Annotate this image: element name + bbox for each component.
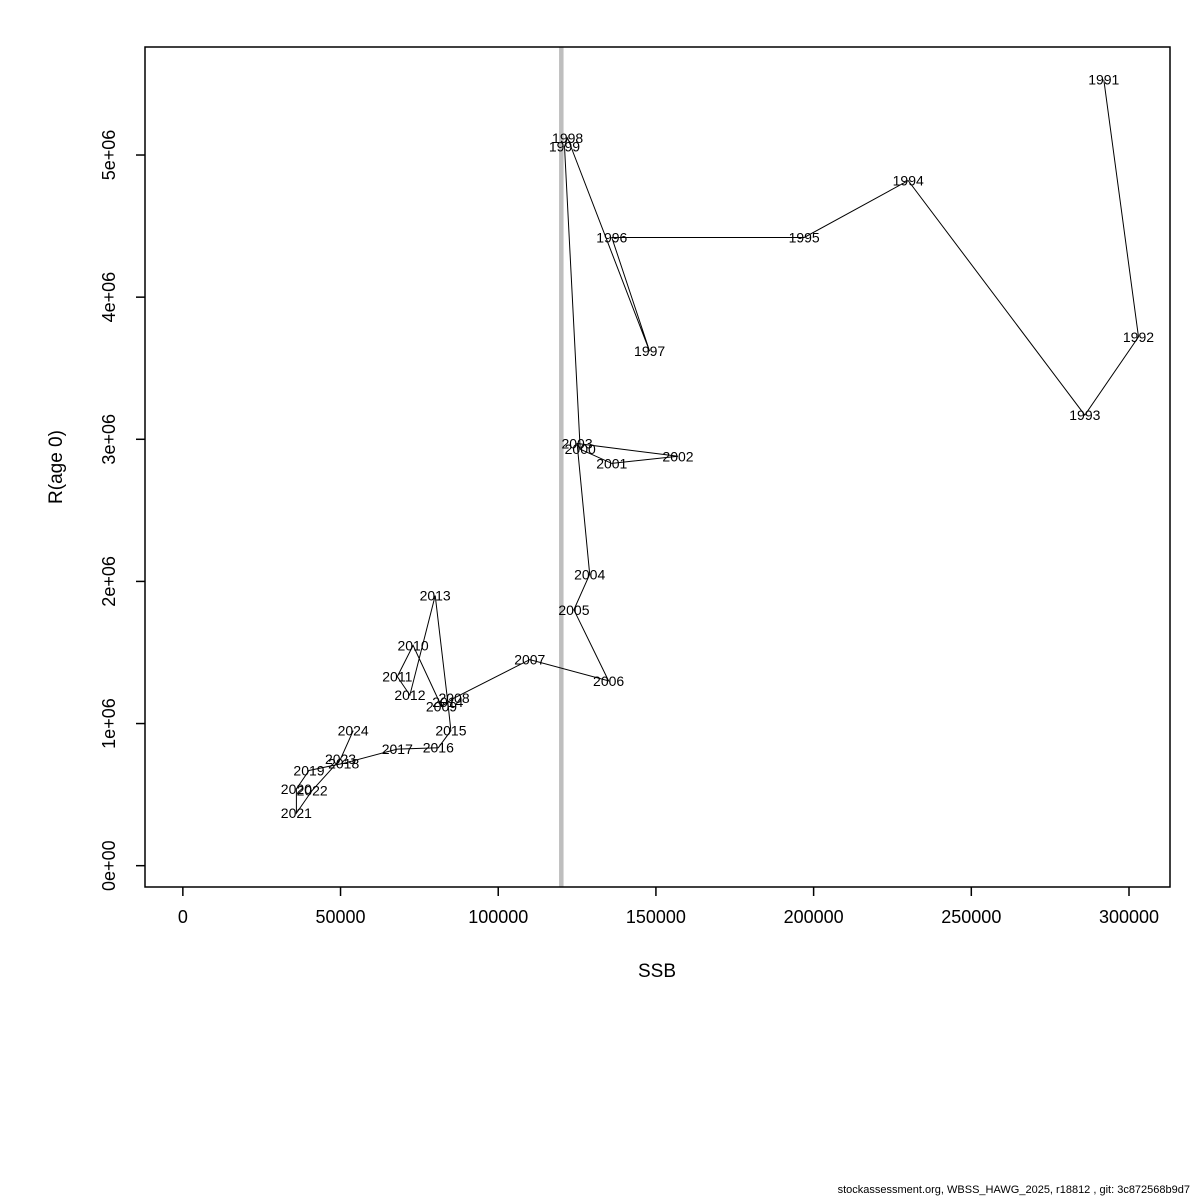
point-label-2005: 2005 xyxy=(558,602,589,618)
point-label-2010: 2010 xyxy=(397,637,428,653)
point-label-2007: 2007 xyxy=(514,652,545,668)
point-label-2017: 2017 xyxy=(382,741,413,757)
plot-frame-layer xyxy=(144,46,1171,888)
point-label-2001: 2001 xyxy=(596,455,627,471)
x-tick-label: 50000 xyxy=(316,907,366,927)
point-label-2014: 2014 xyxy=(432,694,463,710)
point-label-1995: 1995 xyxy=(789,229,820,245)
axis-tick-layer: 0 50000 100000 150000 200000 250000 300000 0e+0… xyxy=(99,130,1159,927)
point-label-2016: 2016 xyxy=(423,740,454,756)
y-tick-label: 1e+06 xyxy=(99,698,119,749)
point-label-2006: 2006 xyxy=(593,673,624,689)
point-label-2000: 2000 xyxy=(565,441,596,457)
point-label-2015: 2015 xyxy=(435,723,466,739)
point-label-1998: 1998 xyxy=(552,130,583,146)
point-label-2013: 2013 xyxy=(420,588,451,604)
point-label-2011: 2011 xyxy=(382,669,412,685)
plot-frame xyxy=(144,46,1171,888)
point-label-2020: 2020 xyxy=(281,781,312,797)
y-axis-title: R(age 0) xyxy=(46,430,67,504)
point-label-2024: 2024 xyxy=(338,723,369,739)
point-label-2022: 2022 xyxy=(297,782,328,798)
point-label-1996: 1996 xyxy=(596,229,627,245)
x-axis-title: SSB xyxy=(638,961,676,982)
point-label-1992: 1992 xyxy=(1123,329,1154,345)
recruitment-trajectory-line xyxy=(295,79,1140,815)
x-tick-label: 300000 xyxy=(1099,907,1159,927)
y-tick-label: 5e+06 xyxy=(99,130,119,181)
x-tick-label: 250000 xyxy=(941,907,1001,927)
y-tick-label: 2e+06 xyxy=(99,556,119,607)
point-label-2009: 2009 xyxy=(426,698,457,714)
point-label-1999: 1999 xyxy=(549,138,580,154)
y-tick-label: 3e+06 xyxy=(99,414,119,465)
point-label-2018: 2018 xyxy=(328,755,359,771)
point-label-1993: 1993 xyxy=(1069,407,1100,423)
y-tick-label: 0e+00 xyxy=(99,840,119,891)
x-tick-label: 200000 xyxy=(784,907,844,927)
point-label-2003: 2003 xyxy=(561,436,592,452)
x-tick-label: 100000 xyxy=(468,907,528,927)
y-tick-label: 4e+06 xyxy=(99,272,119,323)
point-label-2004: 2004 xyxy=(574,566,605,582)
point-label-2008: 2008 xyxy=(438,690,469,706)
point-label-1991: 1991 xyxy=(1088,72,1119,88)
series-line-layer xyxy=(295,79,1140,815)
assessment-footer-note: stockassessment.org, WBSS_HAWG_2025, r18… xyxy=(837,1184,1190,1196)
point-label-2002: 2002 xyxy=(662,448,693,464)
point-label-1997: 1997 xyxy=(634,343,665,359)
x-tick-label: 150000 xyxy=(626,907,686,927)
point-label-2023: 2023 xyxy=(325,751,356,767)
point-label-1994: 1994 xyxy=(893,173,924,189)
x-tick-label: 0 xyxy=(178,907,188,927)
point-label-2012: 2012 xyxy=(394,687,425,703)
point-label-2019: 2019 xyxy=(293,762,324,778)
point-label-2021: 2021 xyxy=(281,805,312,821)
